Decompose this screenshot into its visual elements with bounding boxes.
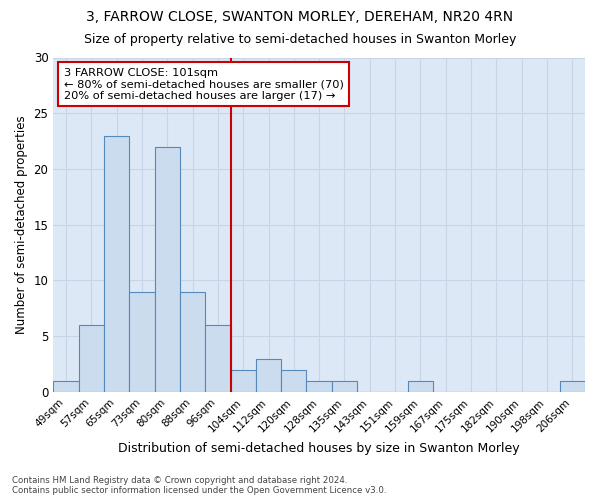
Y-axis label: Number of semi-detached properties: Number of semi-detached properties [15,116,28,334]
Bar [307,381,332,392]
Bar [53,381,79,392]
Bar [332,381,357,392]
Bar [205,325,230,392]
Text: Size of property relative to semi-detached houses in Swanton Morley: Size of property relative to semi-detach… [84,32,516,46]
Text: Contains HM Land Registry data © Crown copyright and database right 2024.
Contai: Contains HM Land Registry data © Crown c… [12,476,386,495]
Bar [281,370,307,392]
Text: 3 FARROW CLOSE: 101sqm
← 80% of semi-detached houses are smaller (70)
20% of sem: 3 FARROW CLOSE: 101sqm ← 80% of semi-det… [64,68,344,100]
X-axis label: Distribution of semi-detached houses by size in Swanton Morley: Distribution of semi-detached houses by … [118,442,520,455]
Bar [155,146,180,392]
Text: 3, FARROW CLOSE, SWANTON MORLEY, DEREHAM, NR20 4RN: 3, FARROW CLOSE, SWANTON MORLEY, DEREHAM… [86,10,514,24]
Bar [79,325,104,392]
Bar [230,370,256,392]
Bar [104,136,129,392]
Bar [256,358,281,392]
Bar [560,381,585,392]
Bar [129,292,155,392]
Bar [408,381,433,392]
Bar [180,292,205,392]
